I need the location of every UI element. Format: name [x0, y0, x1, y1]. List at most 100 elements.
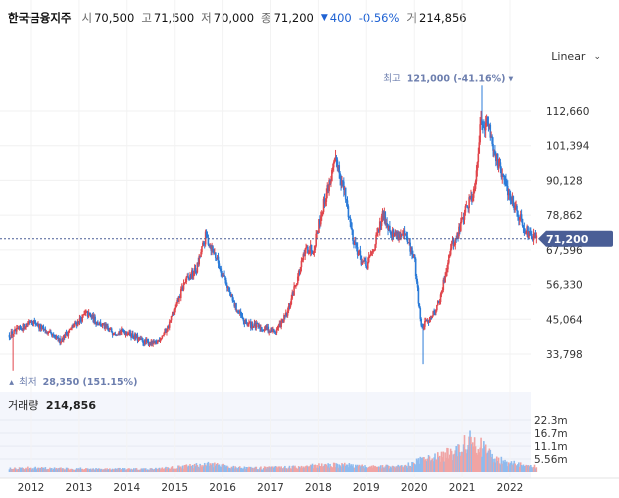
- volume-bar: [183, 465, 186, 472]
- candle-body: [75, 324, 78, 326]
- volume-bar: [31, 468, 34, 472]
- volume-bar: [449, 448, 452, 472]
- candle-body: [303, 254, 306, 257]
- candle-body: [10, 331, 13, 338]
- candle-body: [423, 326, 425, 329]
- volume-bar: [128, 468, 130, 472]
- volume-bar: [171, 466, 174, 472]
- x-tick-label: 2016: [209, 482, 236, 494]
- candle-body: [382, 211, 385, 221]
- volume-bar: [88, 469, 91, 472]
- volume-bar: [21, 467, 24, 472]
- candle-body: [444, 276, 446, 283]
- volume-bar: [458, 444, 460, 472]
- volume-bar: [40, 467, 43, 472]
- candle-body: [271, 328, 273, 332]
- volume-bar: [293, 466, 295, 472]
- candle-body: [459, 226, 461, 231]
- volume-bar: [41, 467, 44, 472]
- volume-bar: [338, 464, 341, 472]
- volume-bar: [359, 466, 362, 472]
- candle-body: [120, 332, 122, 334]
- candle-body: [416, 281, 419, 288]
- scale-dropdown[interactable]: Linear ⌄: [551, 50, 601, 63]
- volume-bar: [109, 469, 112, 472]
- candle-body: [441, 290, 444, 292]
- candle-body: [481, 119, 483, 125]
- candle-body: [452, 239, 455, 246]
- candle-body: [180, 287, 183, 290]
- candle-body: [255, 323, 258, 328]
- candle-body: [393, 233, 396, 235]
- volume-bar: [312, 468, 315, 472]
- candle-body: [422, 326, 424, 329]
- volume-bar: [366, 467, 368, 472]
- candle-body: [486, 117, 489, 124]
- candle-body: [387, 224, 389, 230]
- volume-bar: [36, 468, 38, 472]
- y-tick-label: 90,128: [546, 175, 583, 187]
- volume-bar: [241, 468, 244, 472]
- volume-bar: [225, 466, 227, 472]
- candle-body: [335, 157, 338, 160]
- volume-bar: [216, 463, 219, 472]
- volume-bar: [428, 456, 431, 472]
- volume-bar: [125, 469, 128, 472]
- volume-bar: [238, 466, 240, 472]
- candle-body: [277, 325, 280, 329]
- volume-bar: [396, 466, 399, 472]
- chevron-down-icon: ⌄: [593, 51, 601, 62]
- candle-body: [145, 339, 148, 342]
- candle-body: [448, 254, 451, 256]
- volume-bar: [229, 468, 232, 472]
- volume-bar: [102, 469, 105, 472]
- candle-body: [477, 153, 480, 163]
- volume-bar: [389, 468, 391, 472]
- volume-bar: [222, 463, 224, 472]
- volume-bar: [249, 466, 252, 472]
- candle-body: [409, 242, 411, 252]
- volume-bar: [105, 469, 107, 472]
- volume-bar: [375, 467, 377, 472]
- candle-body: [70, 327, 72, 329]
- volume-bar: [431, 458, 434, 472]
- candle-body: [281, 319, 283, 321]
- volume-bar: [472, 446, 475, 472]
- volume-bar: [308, 466, 311, 472]
- low-label: 저: [201, 11, 212, 25]
- candle-body: [344, 187, 347, 200]
- volume-bar: [307, 466, 309, 472]
- candle-body: [261, 327, 263, 330]
- candle-body: [81, 314, 84, 322]
- volume-bar: [234, 466, 236, 472]
- candle-body: [137, 338, 140, 341]
- candle-body: [396, 232, 399, 236]
- candle-body: [53, 334, 56, 337]
- volume-bar: [435, 459, 437, 472]
- volume-bar: [208, 465, 211, 472]
- candle-body: [73, 325, 75, 328]
- volume-bar: [79, 467, 82, 472]
- volume-bar: [280, 466, 282, 472]
- candle-body: [121, 328, 124, 331]
- candle-body: [51, 333, 53, 336]
- candle-body: [16, 327, 19, 329]
- candle-body: [254, 322, 257, 328]
- volume-bar: [250, 467, 253, 472]
- volume-bar: [251, 467, 254, 472]
- candle-body: [425, 319, 428, 322]
- volume-bar: [167, 467, 169, 472]
- candle-body: [229, 292, 232, 297]
- volume-bar: [390, 467, 393, 472]
- candle-body: [388, 225, 390, 230]
- candle-body: [399, 234, 401, 238]
- volume-bar: [442, 451, 445, 472]
- candle-body: [414, 258, 417, 276]
- volume-bar: [63, 469, 66, 472]
- candle-body: [105, 323, 107, 327]
- volume-bar: [255, 466, 258, 472]
- volume-bar: [516, 465, 518, 472]
- volume-bar: [514, 463, 516, 472]
- candle-body: [99, 322, 102, 326]
